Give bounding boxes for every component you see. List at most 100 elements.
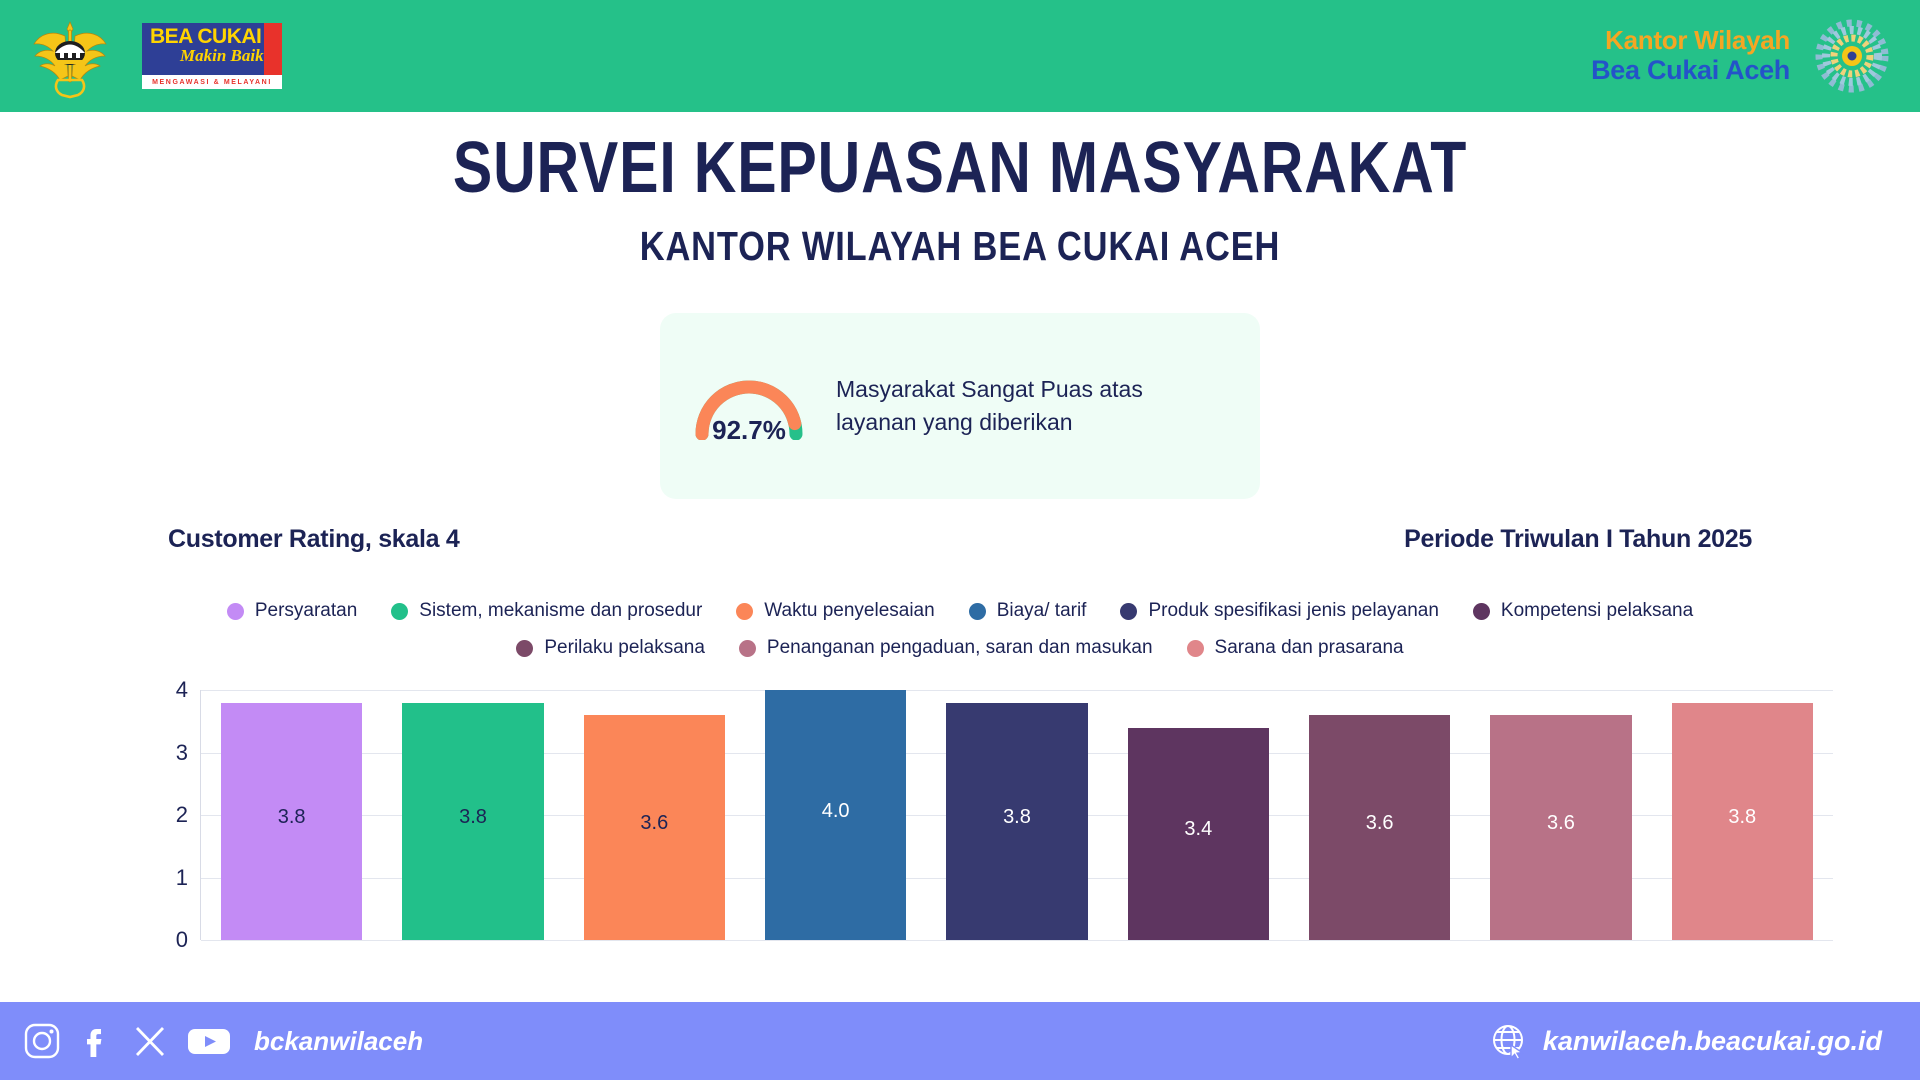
page-title: SURVEI KEPUASAN MASYARAKAT [452,128,1468,208]
bar-slot: 3.8 [382,690,563,940]
y-axis-tick: 4 [175,677,188,702]
legend-item: Perilaku pelaksana [516,637,705,659]
bar-value-label: 3.6 [1365,812,1394,834]
bar[interactable]: 3.6 [583,715,726,940]
bar-value-label: 3.8 [1728,805,1757,828]
legend-color-swatch [516,639,534,657]
garuda-emblem-icon [24,10,116,102]
legend-item: Penanganan pengaduan, saran dan masukan [738,637,1153,659]
page-footer: bckanwilaceh kanwilaceh.beacukai.go.id [0,1002,1920,1080]
bea-cukai-logo: BEA CUKAI Makin Baik MENGAWASI & MELAYAN… [142,23,282,89]
social-handle: bckanwilaceh [254,1025,424,1056]
logo-brand-text: BEA CUKAI [150,25,262,48]
bar-value-label: 3.6 [1547,812,1575,834]
bar[interactable]: 3.8 [402,702,544,940]
legend-label: Waktu penyelesaian [764,600,935,621]
office-line-1: Kantor Wilayah [1605,25,1790,56]
logo-tagline: MENGAWASI & MELAYANI [142,75,282,89]
legend-color-swatch [738,639,756,657]
bar-value-label: 3.8 [459,805,487,828]
legend-color-swatch [1186,639,1204,657]
legend-item: Produk spesifikasi jenis pelayanan [1120,600,1439,622]
legend-item: Waktu penyelesaian [736,600,935,622]
title-block: SURVEI KEPUASAN MASYARAKAT KANTOR WILAYA… [0,132,1920,267]
globe-icon [1489,1021,1529,1061]
legend-label: Biaya/ tarif [996,600,1087,621]
x-twitter-icon[interactable] [130,1021,170,1061]
legend-color-swatch [226,602,244,620]
chart-legend: Persyaratan Sistem, mekanisme dan prosedu… [0,600,1920,674]
bar-value-label: 3.8 [277,805,306,828]
social-links: bckanwilaceh [0,1021,423,1061]
bar[interactable]: 3.8 [946,702,1088,940]
y-axis-tick: 3 [175,739,188,765]
legend-color-swatch [1120,602,1138,620]
legend-row-1: Persyaratan Sistem, mekanisme dan prosedu… [0,600,1920,622]
bar[interactable]: 3.8 [220,702,363,940]
header-office-block: Kantor Wilayah Bea Cukai Aceh [1591,10,1920,102]
decorative-ornament-icon [1806,10,1898,102]
legend-label: Persyaratan [254,600,358,621]
header-logos: BEA CUKAI Makin Baik MENGAWASI & MELAYAN… [0,10,282,102]
bar-slot: 4.0 [745,690,926,940]
legend-color-swatch [391,602,409,620]
legend-label: Perilaku pelaksana [544,637,705,658]
legend-color-swatch [736,602,754,620]
legend-label: Kompetensi pelaksana [1500,600,1694,621]
bar-slot: 3.4 [1108,690,1289,940]
bar-slot: 3.6 [564,690,745,940]
bar[interactable]: 3.4 [1127,727,1270,940]
legend-color-swatch [1472,602,1490,620]
bar[interactable]: 3.8 [1671,702,1813,940]
bar-slot: 3.8 [1652,690,1833,940]
bar-slot: 3.8 [201,690,382,940]
bar[interactable]: 3.6 [1308,715,1451,940]
bar[interactable]: 3.6 [1490,715,1632,940]
gauge-value: 92.7% [712,415,786,445]
y-axis-tick: 2 [175,802,188,827]
legend-color-swatch [968,602,986,620]
instagram-icon[interactable] [22,1021,62,1061]
chart-heading-right: Periode Triwulan I Tahun 2025 [1404,525,1752,553]
youtube-icon[interactable] [184,1021,234,1061]
legend-item: Sarana dan prasarana [1186,637,1404,659]
office-line-2: Bea Cukai Aceh [1591,55,1790,86]
legend-label: Produk spesifikasi jenis pelayanan [1148,600,1439,621]
logo-red-bar [264,23,282,75]
bar-slot: 3.6 [1289,690,1470,940]
satisfaction-highlight-card: 92.7% Masyarakat Sangat Puas atas layana… [660,313,1260,499]
legend-item: Sistem, mekanisme dan prosedur [391,600,702,622]
y-axis: 4 3 2 1 0 [168,677,198,952]
y-axis-tick: 0 [175,927,188,952]
plot-area: 3.8 3.8 3.6 4.0 3.8 3.4 3.6 3.6 3.8 [200,690,1833,941]
bar-chart: 4 3 2 1 0 3.8 3.8 3.6 4.0 3.8 3.4 3.6 3.6 3.8 [168,677,1833,952]
legend-item: Kompetensi pelaksana [1472,600,1694,622]
bar-slot: 3.8 [926,690,1107,940]
website-url: kanwilaceh.beacukai.go.id [1542,1025,1882,1056]
facebook-icon[interactable] [76,1021,116,1061]
legend-label: Penanganan pengaduan, saran dan masukan [766,637,1153,658]
page-header: BEA CUKAI Makin Baik MENGAWASI & MELAYAN… [0,0,1920,112]
gridline [201,940,1833,941]
legend-item: Persyaratan [226,600,358,622]
gridline [201,690,1833,691]
bar[interactable]: 4.0 [764,690,907,940]
website-block: kanwilaceh.beacukai.go.id [1489,1021,1920,1061]
satisfaction-description: Masyarakat Sangat Puas atas layanan yang… [836,376,1143,435]
legend-label: Sistem, mekanisme dan prosedur [419,600,703,621]
bar-value-label: 4.0 [821,799,850,822]
bar-series: 3.8 3.8 3.6 4.0 3.8 3.4 3.6 3.6 3.8 [201,690,1833,940]
satisfaction-gauge: 92.7% [690,368,808,445]
legend-item: Biaya/ tarif [968,600,1087,622]
chart-heading-left: Customer Rating, skala 4 [168,525,460,553]
legend-label: Sarana dan prasarana [1214,637,1404,658]
y-axis-tick: 1 [175,864,188,890]
bar-slot: 3.6 [1470,690,1651,940]
bar-value-label: 3.4 [1184,818,1213,841]
logo-script-text: Makin Baik [180,46,264,65]
bar-value-label: 3.6 [640,812,669,834]
legend-row-2: Perilaku pelaksana Penanganan pengaduan, … [0,637,1920,659]
page-subtitle: KANTOR WILAYAH BEA CUKAI ACEH [639,223,1281,269]
bar-value-label: 3.8 [1003,805,1031,828]
